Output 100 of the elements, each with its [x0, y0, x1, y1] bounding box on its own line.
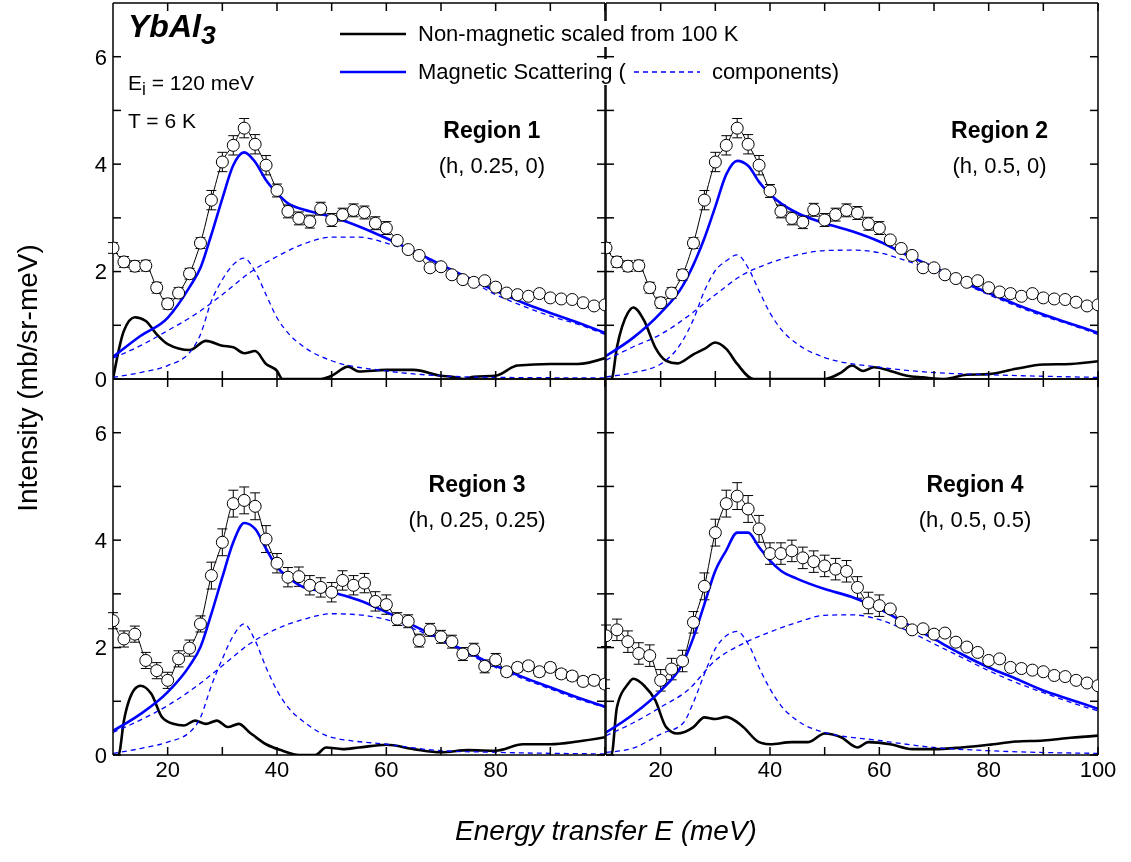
point	[1025, 287, 1039, 301]
y-tick-label: 0	[94, 366, 107, 392]
point	[412, 248, 426, 262]
point	[632, 646, 646, 660]
point	[654, 673, 668, 687]
point	[215, 535, 229, 549]
point	[1047, 669, 1061, 682]
point	[336, 573, 350, 587]
point	[500, 286, 514, 300]
point	[850, 580, 864, 594]
point	[697, 193, 711, 207]
legend-label: Non-magnetic scaled from 100 K	[418, 21, 739, 47]
point	[708, 155, 722, 169]
point	[1080, 299, 1094, 313]
point	[949, 635, 963, 649]
point	[807, 555, 821, 569]
text: Region 1	[442, 116, 542, 146]
point	[971, 274, 985, 288]
point	[204, 569, 218, 583]
point	[1004, 287, 1018, 301]
point	[883, 602, 897, 616]
point	[982, 653, 996, 667]
point	[894, 241, 908, 255]
x-tick-label: 60	[374, 756, 399, 782]
point	[259, 532, 273, 546]
point	[1069, 673, 1083, 687]
point	[938, 626, 952, 640]
point	[1047, 292, 1061, 306]
point	[752, 522, 766, 536]
y-tick-label: 4	[94, 527, 107, 553]
point	[785, 544, 799, 558]
point	[248, 137, 262, 151]
point	[621, 635, 635, 649]
point	[927, 627, 941, 641]
y-tick-label: 6	[94, 420, 107, 446]
x-tick-label: 40	[757, 756, 783, 782]
y-tick-label: 6	[94, 44, 107, 70]
point	[665, 662, 679, 676]
point	[1069, 295, 1083, 309]
point	[763, 547, 777, 561]
text: (h, 0.25, 0.25)	[407, 505, 547, 534]
point	[796, 551, 810, 565]
point	[1004, 660, 1018, 674]
y-tick-label: 2	[94, 635, 107, 661]
point	[215, 155, 229, 169]
point	[467, 275, 481, 289]
point	[894, 615, 908, 629]
text: Region 4	[925, 469, 1025, 499]
point	[521, 289, 535, 303]
point	[478, 274, 492, 288]
point	[741, 502, 755, 516]
point	[971, 645, 985, 659]
point	[587, 299, 601, 313]
text: Region 3	[427, 469, 527, 499]
point	[489, 280, 503, 294]
x-tick-label: 20	[648, 756, 673, 782]
legend-label: components)	[711, 59, 840, 85]
x-tick-label: 60	[867, 756, 892, 782]
point	[456, 273, 470, 287]
point	[730, 121, 744, 135]
point	[1014, 662, 1028, 676]
x-tick-label: 40	[264, 756, 290, 782]
text: (h, 0.25, 0)	[437, 152, 546, 181]
point	[916, 622, 930, 636]
y-tick-label: 4	[94, 151, 107, 177]
point	[610, 623, 624, 637]
legend-label: Magnetic Scattering (	[418, 59, 626, 85]
point	[905, 623, 919, 637]
point	[676, 654, 690, 668]
point	[511, 288, 525, 302]
point	[1025, 663, 1039, 677]
point	[916, 261, 930, 275]
point	[708, 526, 722, 540]
point	[226, 497, 240, 511]
point	[697, 579, 711, 593]
point	[938, 268, 952, 282]
y-axis-title: Intensity (mb/sr-meV)	[11, 243, 44, 514]
point	[543, 291, 557, 305]
point	[719, 497, 733, 511]
x-tick-label: 80	[483, 756, 508, 782]
point	[993, 652, 1007, 666]
point	[1036, 665, 1050, 679]
point	[434, 260, 448, 274]
point	[840, 564, 854, 578]
point	[993, 285, 1007, 299]
point	[532, 287, 546, 301]
point	[982, 281, 996, 295]
point	[686, 615, 700, 629]
point	[248, 499, 262, 513]
point	[730, 489, 744, 503]
point	[554, 292, 568, 306]
point	[401, 243, 415, 257]
point	[883, 233, 897, 247]
point	[357, 576, 371, 590]
annotation: YbAl$_{3}$	[128, 8, 216, 52]
point	[445, 268, 459, 282]
annotation: T = 6 K	[128, 109, 196, 133]
point	[1036, 291, 1050, 305]
point	[565, 293, 579, 306]
point	[204, 193, 218, 207]
